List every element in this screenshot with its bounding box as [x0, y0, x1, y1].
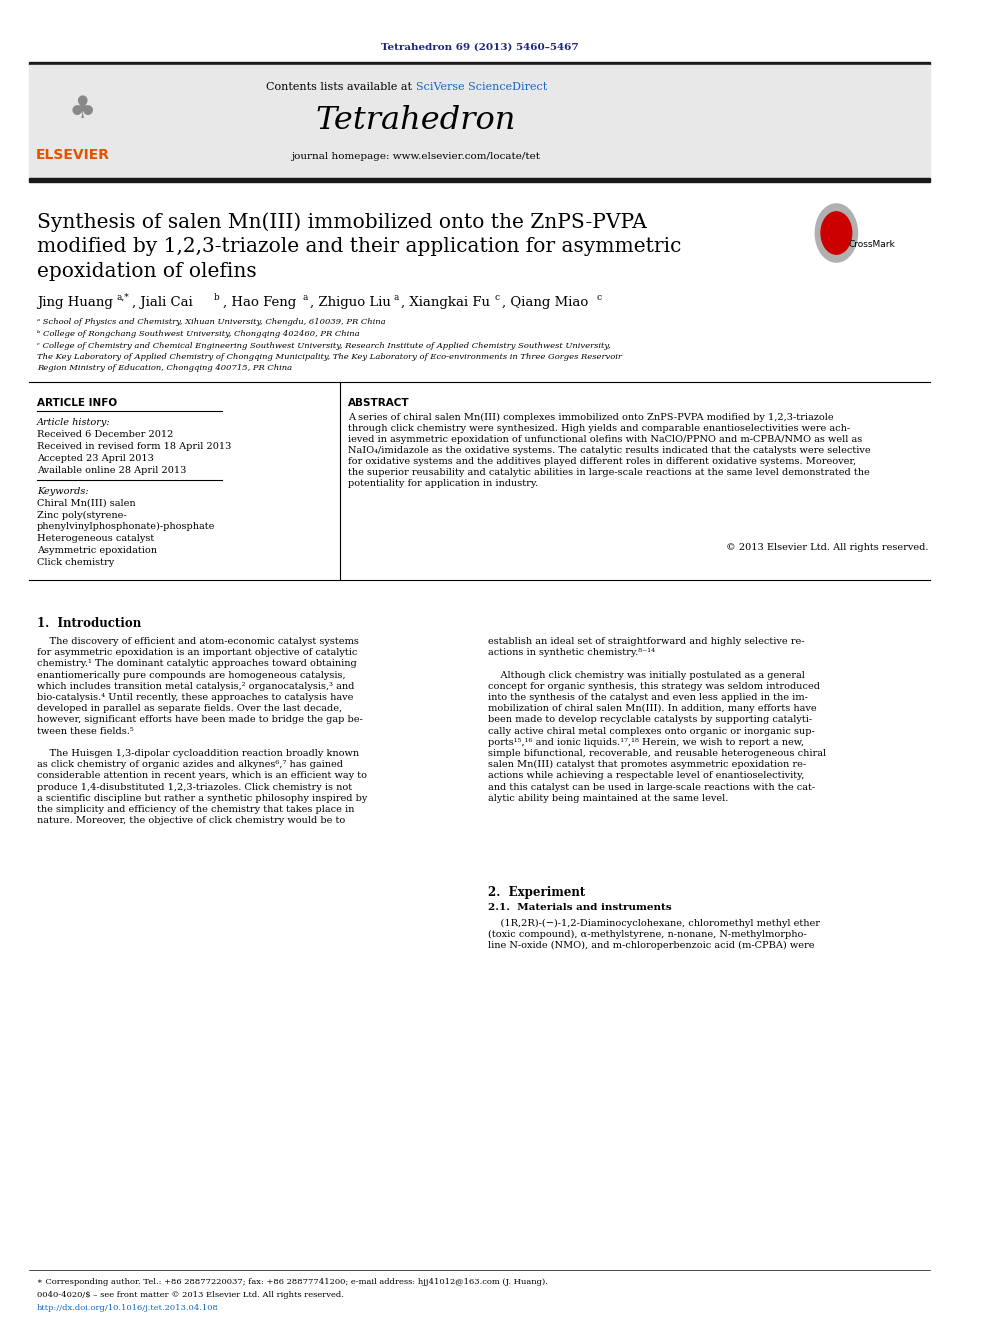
Text: cally active chiral metal complexes onto organic or inorganic sup-: cally active chiral metal complexes onto… [488, 726, 815, 736]
Text: Chiral Mn(III) salen: Chiral Mn(III) salen [37, 499, 135, 508]
Text: alytic ability being maintained at the same level.: alytic ability being maintained at the s… [488, 794, 729, 803]
Text: Available online 28 April 2013: Available online 28 April 2013 [37, 466, 186, 475]
Bar [29, 179, 930, 183]
Bar [29, 65, 930, 180]
Text: ieved in asymmetric epoxidation of unfunctional olefins with NaClO/PPNO and m-CP: ieved in asymmetric epoxidation of unfun… [348, 435, 862, 445]
Text: Keywords:: Keywords: [37, 487, 88, 496]
Text: a,*: a,* [116, 292, 129, 302]
Text: concept for organic synthesis, this strategy was seldom introduced: concept for organic synthesis, this stra… [488, 681, 820, 691]
Text: Heterogeneous catalyst: Heterogeneous catalyst [37, 534, 154, 542]
Text: ᵇ College of Rongchang Southwest University, Chongqing 402460, PR China: ᵇ College of Rongchang Southwest Univers… [37, 329, 359, 337]
Text: bio-catalysis.⁴ Until recently, these approaches to catalysis have: bio-catalysis.⁴ Until recently, these ap… [37, 693, 353, 703]
Text: Tetrahedron: Tetrahedron [315, 105, 516, 136]
Text: SciVerse ScienceDirect: SciVerse ScienceDirect [416, 82, 547, 93]
Text: line N-oxide (NMO), and m-chloroperbenzoic acid (m-CPBA) were: line N-oxide (NMO), and m-chloroperbenzo… [488, 941, 814, 950]
Text: Received 6 December 2012: Received 6 December 2012 [37, 430, 174, 439]
Text: Zinc poly(styrene-: Zinc poly(styrene- [37, 511, 126, 520]
Text: modified by 1,2,3-triazole and their application for asymmetric: modified by 1,2,3-triazole and their app… [37, 237, 682, 255]
Text: ports¹⁵,¹⁶ and ionic liquids.¹⁷,¹⁸ Herein, we wish to report a new,: ports¹⁵,¹⁶ and ionic liquids.¹⁷,¹⁸ Herei… [488, 738, 805, 746]
Circle shape [815, 204, 857, 262]
Text: The Key Laboratory of Applied Chemistry of Chongqing Municipality, The Key Labor: The Key Laboratory of Applied Chemistry … [37, 353, 622, 361]
Text: phenylvinylphosphonate)-phosphate: phenylvinylphosphonate)-phosphate [37, 523, 215, 531]
Text: Asymmetric epoxidation: Asymmetric epoxidation [37, 546, 157, 556]
Text: a: a [394, 292, 399, 302]
Text: potentiality for application in industry.: potentiality for application in industry… [348, 479, 539, 488]
Text: into the synthesis of the catalyst and even less applied in the im-: into the synthesis of the catalyst and e… [488, 693, 808, 703]
Text: , Jiali Cai: , Jiali Cai [133, 296, 193, 310]
Text: ARTICLE INFO: ARTICLE INFO [37, 398, 117, 407]
Text: actions while achieving a respectable level of enantioselectivity,: actions while achieving a respectable le… [488, 771, 805, 781]
Text: b: b [213, 292, 219, 302]
Text: ∗ Corresponding author. Tel.: +86 28877220037; fax: +86 28877741200; e-mail addr: ∗ Corresponding author. Tel.: +86 288772… [37, 1278, 548, 1286]
Text: journal homepage: www.elsevier.com/locate/tet: journal homepage: www.elsevier.com/locat… [292, 152, 541, 161]
Text: NaIO₄/imidazole as the oxidative systems. The catalytic results indicated that t: NaIO₄/imidazole as the oxidative systems… [348, 446, 871, 455]
Text: a: a [303, 292, 309, 302]
Text: , Xiangkai Fu: , Xiangkai Fu [402, 296, 490, 310]
Text: salen Mn(III) catalyst that promotes asymmetric epoxidation re-: salen Mn(III) catalyst that promotes asy… [488, 761, 806, 770]
Text: ᵃ School of Physics and Chemistry, Xihuan University, Chengdu, 610039, PR China: ᵃ School of Physics and Chemistry, Xihua… [37, 318, 385, 325]
Text: Jing Huang: Jing Huang [37, 296, 113, 310]
Text: , Hao Feng: , Hao Feng [223, 296, 297, 310]
Text: 0040-4020/$ – see front matter © 2013 Elsevier Ltd. All rights reserved.: 0040-4020/$ – see front matter © 2013 El… [37, 1291, 343, 1299]
Text: CrossMark: CrossMark [849, 239, 896, 249]
Text: tween these fields.⁵: tween these fields.⁵ [37, 726, 134, 736]
Text: Although click chemistry was initially postulated as a general: Although click chemistry was initially p… [488, 671, 806, 680]
Text: The discovery of efficient and atom-economic catalyst systems: The discovery of efficient and atom-econ… [37, 636, 359, 646]
Text: developed in parallel as separate fields. Over the last decade,: developed in parallel as separate fields… [37, 704, 342, 713]
Text: Contents lists available at: Contents lists available at [266, 82, 416, 93]
Text: enantiomerically pure compounds are homogeneous catalysis,: enantiomerically pure compounds are homo… [37, 671, 345, 680]
Text: however, significant efforts have been made to bridge the gap be-: however, significant efforts have been m… [37, 716, 362, 725]
Text: nature. Moreover, the objective of click chemistry would be to: nature. Moreover, the objective of click… [37, 816, 345, 826]
Text: for oxidative systems and the additives played different roles in different oxid: for oxidative systems and the additives … [348, 456, 856, 466]
Text: c: c [494, 292, 499, 302]
Text: which includes transition metal catalysis,² organocatalysis,³ and: which includes transition metal catalysi… [37, 681, 354, 691]
Text: http://dx.doi.org/10.1016/j.tet.2013.04.108: http://dx.doi.org/10.1016/j.tet.2013.04.… [37, 1304, 218, 1312]
Text: mobilization of chiral salen Mn(III). In addition, many efforts have: mobilization of chiral salen Mn(III). In… [488, 704, 817, 713]
Text: ELSEVIER: ELSEVIER [36, 148, 110, 161]
Text: Click chemistry: Click chemistry [37, 558, 114, 568]
Text: and this catalyst can be used in large-scale reactions with the cat-: and this catalyst can be used in large-s… [488, 783, 815, 791]
Text: the superior reusability and catalytic abilities in large-scale reactions at the: the superior reusability and catalytic a… [348, 468, 870, 478]
Text: ♣: ♣ [68, 95, 96, 124]
Text: establish an ideal set of straightforward and highly selective re-: establish an ideal set of straightforwar… [488, 636, 805, 646]
Text: produce 1,4-disubstituted 1,2,3-triazoles. Click chemistry is not: produce 1,4-disubstituted 1,2,3-triazole… [37, 783, 352, 791]
Text: epoxidation of olefins: epoxidation of olefins [37, 262, 256, 280]
Text: 2.1.  Materials and instruments: 2.1. Materials and instruments [488, 904, 672, 912]
Text: (toxic compound), α-methylstyrene, n-nonane, N-methylmorpho-: (toxic compound), α-methylstyrene, n-non… [488, 930, 806, 939]
Text: The Huisgen 1,3-dipolar cycloaddition reaction broadly known: The Huisgen 1,3-dipolar cycloaddition re… [37, 749, 359, 758]
Text: for asymmetric epoxidation is an important objective of catalytic: for asymmetric epoxidation is an importa… [37, 648, 357, 658]
Text: (1R,2R)-(−)-1,2-Diaminocyclohexane, chloromethyl methyl ether: (1R,2R)-(−)-1,2-Diaminocyclohexane, chlo… [488, 919, 820, 929]
Text: a scientific discipline but rather a synthetic philosophy inspired by: a scientific discipline but rather a syn… [37, 794, 367, 803]
Text: ᶜ College of Chemistry and Chemical Engineering Southwest University, Research I: ᶜ College of Chemistry and Chemical Engi… [37, 343, 610, 351]
Text: , Qiang Miao: , Qiang Miao [502, 296, 588, 310]
Text: 1.  Introduction: 1. Introduction [37, 617, 141, 630]
Text: actions in synthetic chemistry.⁸⁻¹⁴: actions in synthetic chemistry.⁸⁻¹⁴ [488, 648, 656, 658]
Text: Region Ministry of Education, Chongqing 400715, PR China: Region Ministry of Education, Chongqing … [37, 364, 292, 372]
Text: Received in revised form 18 April 2013: Received in revised form 18 April 2013 [37, 442, 231, 451]
Text: A series of chiral salen Mn(III) complexes immobilized onto ZnPS-PVPA modified b: A series of chiral salen Mn(III) complex… [348, 413, 833, 422]
Text: , Zhiguo Liu: , Zhiguo Liu [310, 296, 391, 310]
Text: simple bifunctional, recoverable, and reusable heterogeneous chiral: simple bifunctional, recoverable, and re… [488, 749, 826, 758]
Text: c: c [596, 292, 602, 302]
Text: Accepted 23 April 2013: Accepted 23 April 2013 [37, 454, 154, 463]
Text: 2.  Experiment: 2. Experiment [488, 886, 585, 900]
Text: © 2013 Elsevier Ltd. All rights reserved.: © 2013 Elsevier Ltd. All rights reserved… [726, 542, 929, 552]
Text: the simplicity and efficiency of the chemistry that takes place in: the simplicity and efficiency of the che… [37, 804, 354, 814]
Text: as click chemistry of organic azides and alkynes⁶,⁷ has gained: as click chemistry of organic azides and… [37, 761, 343, 769]
Text: chemistry.¹ The dominant catalytic approaches toward obtaining: chemistry.¹ The dominant catalytic appro… [37, 659, 356, 668]
Text: considerable attention in recent years, which is an efficient way to: considerable attention in recent years, … [37, 771, 367, 781]
Text: Article history:: Article history: [37, 418, 110, 427]
Text: Tetrahedron 69 (2013) 5460–5467: Tetrahedron 69 (2013) 5460–5467 [381, 44, 578, 52]
Bar [29, 62, 930, 65]
Circle shape [821, 212, 852, 254]
Text: Synthesis of salen Mn(III) immobilized onto the ZnPS-PVPA: Synthesis of salen Mn(III) immobilized o… [37, 212, 647, 232]
Text: been made to develop recyclable catalysts by supporting catalyti-: been made to develop recyclable catalyst… [488, 716, 812, 725]
Text: through click chemistry were synthesized. High yields and comparable enantiosele: through click chemistry were synthesized… [348, 423, 850, 433]
Text: ABSTRACT: ABSTRACT [348, 398, 410, 407]
